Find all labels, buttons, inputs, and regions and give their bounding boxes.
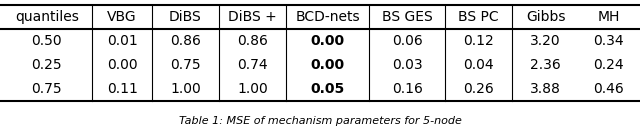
Text: Table 1: MSE of mechanism parameters for 5-node: Table 1: MSE of mechanism parameters for… [179, 116, 461, 126]
